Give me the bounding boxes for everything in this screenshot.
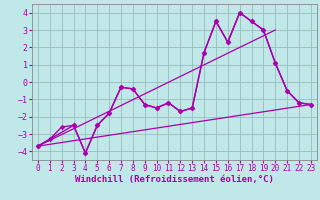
X-axis label: Windchill (Refroidissement éolien,°C): Windchill (Refroidissement éolien,°C) (75, 175, 274, 184)
